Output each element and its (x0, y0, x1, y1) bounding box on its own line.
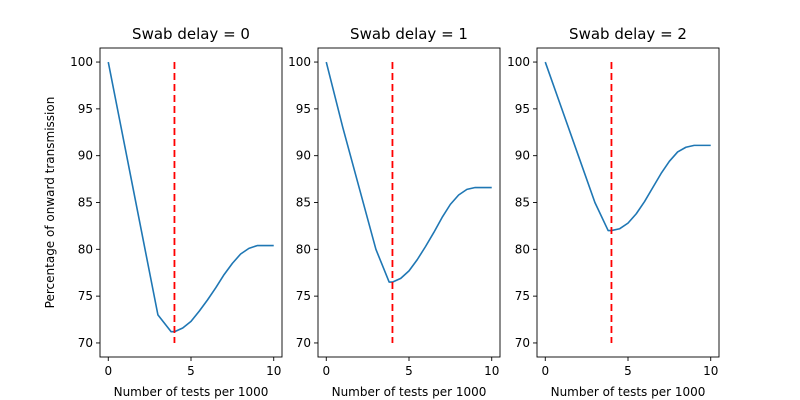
y-tick-label: 70 (78, 336, 93, 350)
x-tick-label: 0 (322, 364, 330, 378)
x-axis-label: Number of tests per 1000 (551, 385, 706, 399)
y-tick-label: 70 (296, 336, 311, 350)
y-tick-label: 100 (288, 55, 311, 69)
subplot-title: Swab delay = 1 (350, 25, 468, 43)
y-tick-label: 85 (78, 196, 93, 210)
x-tick-label: 5 (624, 364, 632, 378)
y-tick-label: 80 (296, 242, 311, 256)
y-tick-label: 90 (296, 149, 311, 163)
subplot-title: Swab delay = 0 (132, 25, 250, 43)
x-tick-label: 10 (484, 364, 499, 378)
x-tick-label: 5 (187, 364, 195, 378)
y-tick-label: 80 (78, 242, 93, 256)
y-tick-label: 95 (78, 102, 93, 116)
plot-frame (99, 47, 283, 358)
y-tick-label: 90 (78, 149, 93, 163)
plot-frame (317, 47, 501, 358)
y-tick-label: 75 (296, 289, 311, 303)
x-tick-label: 0 (104, 364, 112, 378)
series-line (544, 61, 711, 232)
y-tick-label: 70 (515, 336, 530, 350)
plot-frame (536, 47, 720, 358)
y-tick-label: 80 (515, 242, 530, 256)
y-axis-label: Percentage of onward transmission (43, 97, 57, 309)
subplot-swab-delay-0: Swab delay = 0 Number of tests per 1000 … (43, 25, 283, 399)
y-tick-label: 100 (70, 55, 93, 69)
x-tick-label: 0 (541, 364, 549, 378)
series-line (107, 61, 274, 333)
subplot-swab-delay-2: Swab delay = 2 Number of tests per 1000 … (507, 25, 720, 399)
series-line (325, 61, 492, 283)
subplot-swab-delay-1: Swab delay = 1 Number of tests per 1000 … (288, 25, 501, 399)
y-tick-label: 95 (296, 102, 311, 116)
y-tick-label: 100 (507, 55, 530, 69)
x-tick-label: 5 (405, 364, 413, 378)
subplot-title: Swab delay = 2 (569, 25, 687, 43)
y-tick-label: 85 (296, 196, 311, 210)
x-axis-label: Number of tests per 1000 (114, 385, 269, 399)
y-tick-label: 75 (78, 289, 93, 303)
y-tick-label: 90 (515, 149, 530, 163)
y-tick-label: 85 (515, 196, 530, 210)
x-tick-label: 10 (266, 364, 281, 378)
x-axis-label: Number of tests per 1000 (332, 385, 487, 399)
y-tick-label: 95 (515, 102, 530, 116)
y-tick-label: 75 (515, 289, 530, 303)
x-tick-label: 10 (703, 364, 718, 378)
